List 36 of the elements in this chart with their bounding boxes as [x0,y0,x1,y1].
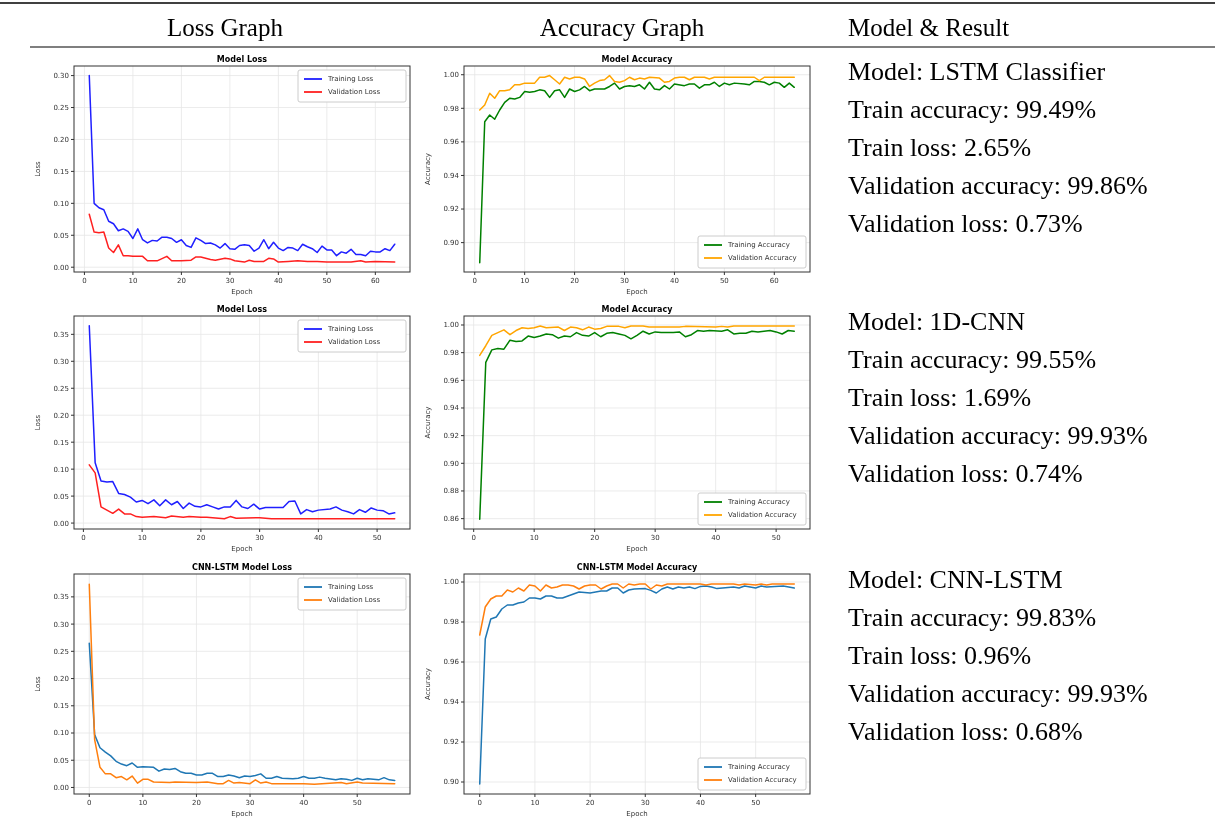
line-series [88,324,396,515]
text: Train loss: 2.65% [848,133,1032,162]
line-series [478,74,796,111]
text: Validation accuracy: 99.93% [848,679,1148,708]
text: Validation loss: 0.73% [848,209,1083,238]
line-series [478,325,796,357]
text: Validation loss: 0.74% [848,459,1083,488]
text: Train loss: 0.96% [848,641,1032,670]
text: Validation loss: 0.68% [848,717,1083,746]
text: Train accuracy: 99.83% [848,603,1097,632]
line-series [478,583,796,636]
line-series [88,213,396,263]
chart-title: CNN-LSTM Model Accuracy [576,563,699,572]
text: Model: 1D-CNN [848,307,1026,336]
line-series [478,80,796,264]
text: Validation accuracy: 99.86% [848,171,1148,200]
line-series [88,642,396,782]
chart-title: Model Accuracy [601,305,674,314]
chart-title: CNN-LSTM Model Loss [192,563,293,572]
line-series [88,583,396,785]
line-series [88,74,396,257]
chart-title: Model Loss [216,305,268,314]
text: Model: CNN-LSTM [848,565,1063,594]
line-series [88,464,396,520]
text: Train accuracy: 99.49% [848,95,1097,124]
text: Model & Result [848,14,1010,41]
text: Train loss: 1.69% [848,383,1032,412]
text: Validation accuracy: 99.93% [848,421,1148,450]
chart-title: Model Loss [216,55,268,64]
text: Accuracy Graph [539,14,705,41]
line-series [478,329,796,521]
line-series [478,585,796,785]
chart-title: Model Accuracy [601,55,674,64]
text: Loss Graph [167,14,284,41]
text: Train accuracy: 99.55% [848,345,1097,374]
text: Model: LSTM Classifier [848,57,1106,86]
